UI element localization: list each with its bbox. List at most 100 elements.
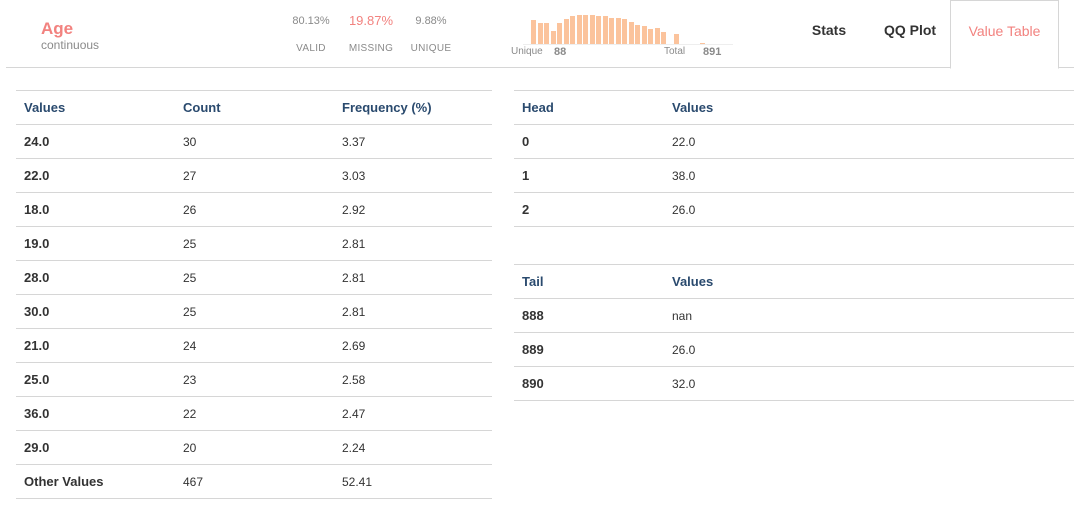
histogram-bar bbox=[583, 14, 588, 44]
histogram-bar bbox=[596, 16, 601, 44]
table-cell: 2.81 bbox=[334, 226, 492, 261]
column-header-values: Values bbox=[664, 90, 1074, 125]
table-cell: 26.0 bbox=[664, 332, 1074, 367]
table-cell: 32.0 bbox=[664, 366, 1074, 401]
value-count-table: Values Count Frequency (%) 24.0 30 3.37 22.… bbox=[16, 90, 492, 499]
table-cell: 2.81 bbox=[334, 260, 492, 295]
table-cell: 2.92 bbox=[334, 192, 492, 227]
table-cell: 27 bbox=[175, 158, 334, 193]
table-cell: 22 bbox=[175, 396, 334, 431]
histogram-bar bbox=[635, 25, 640, 44]
table-cell: 890 bbox=[514, 366, 664, 401]
unique-count-value: 88 bbox=[554, 46, 567, 58]
column-header-values: Values bbox=[664, 264, 1074, 299]
valid-stat: 80.13% VALID bbox=[281, 13, 341, 54]
table-cell: 36.0 bbox=[16, 396, 175, 431]
valid-label: VALID bbox=[296, 43, 326, 54]
table-cell: 18.0 bbox=[16, 192, 175, 227]
table-cell: 25 bbox=[175, 226, 334, 261]
table-cell: 29.0 bbox=[16, 430, 175, 465]
tab-value-table[interactable]: Value Table bbox=[950, 0, 1059, 69]
table-cell: 24 bbox=[175, 328, 334, 363]
table-header-row: Head Values bbox=[514, 90, 1074, 125]
histogram-bar bbox=[609, 17, 614, 44]
tab-qq-plot[interactable]: QQ Plot bbox=[883, 22, 937, 38]
table-cell: 38.0 bbox=[664, 158, 1074, 193]
table-cell: 22.0 bbox=[664, 124, 1074, 159]
histogram-bar bbox=[628, 22, 634, 44]
tab-stats[interactable]: Stats bbox=[811, 22, 847, 38]
histogram-bar bbox=[661, 32, 666, 44]
head-table: Head Values 0 22.0 1 38.0 2 26.0 bbox=[514, 90, 1074, 227]
unique-stat: 9.88% UNIQUE bbox=[401, 13, 461, 54]
histogram-bar bbox=[550, 30, 556, 44]
table-row: 36.0 22 2.47 bbox=[16, 396, 492, 431]
table-cell: 25 bbox=[175, 294, 334, 329]
missing-stat: 19.87% MISSING bbox=[341, 13, 401, 54]
table-cell: 28.0 bbox=[16, 260, 175, 295]
unique-count-label: Unique bbox=[511, 46, 543, 57]
column-header-count: Count bbox=[175, 90, 334, 125]
table-cell: 23 bbox=[175, 362, 334, 397]
table-row: 24.0 30 3.37 bbox=[16, 124, 492, 159]
variable-name: Age bbox=[41, 19, 74, 38]
table-header-row: Values Count Frequency (%) bbox=[16, 90, 492, 125]
histogram-bar bbox=[700, 42, 705, 44]
unique-label: UNIQUE bbox=[410, 43, 452, 54]
table-cell: 19.0 bbox=[16, 226, 175, 261]
table-row: 25.0 23 2.58 bbox=[16, 362, 492, 397]
table-cell: 889 bbox=[514, 332, 664, 367]
histogram-bar bbox=[557, 23, 562, 44]
table-cell: 20 bbox=[175, 430, 334, 465]
tail-table: Tail Values 888 nan 889 26.0 890 32.0 bbox=[514, 264, 1074, 401]
table-cell: nan bbox=[664, 298, 1074, 333]
column-header-frequency: Frequency (%) bbox=[334, 90, 492, 125]
table-row: 890 32.0 bbox=[514, 366, 1074, 401]
table-row: 29.0 20 2.24 bbox=[16, 430, 492, 465]
table-row: 18.0 26 2.92 bbox=[16, 192, 492, 227]
missing-percent: 19.87% bbox=[348, 13, 394, 28]
histogram-bar bbox=[622, 18, 627, 44]
table-cell: 0 bbox=[514, 124, 664, 159]
table-cell: 3.03 bbox=[334, 158, 492, 193]
table-cell: Other Values bbox=[16, 464, 175, 499]
table-cell: 1 bbox=[514, 158, 664, 193]
table-cell: 30.0 bbox=[16, 294, 175, 329]
histogram-bar bbox=[531, 20, 536, 44]
table-cell: 2.58 bbox=[334, 362, 492, 397]
table-cell: 25 bbox=[175, 260, 334, 295]
table-cell: 26.0 bbox=[664, 192, 1074, 227]
table-row: 30.0 25 2.81 bbox=[16, 294, 492, 329]
table-cell: 2.69 bbox=[334, 328, 492, 363]
table-cell: 24.0 bbox=[16, 124, 175, 159]
column-header-tail: Tail bbox=[514, 264, 664, 299]
table-cell: 2 bbox=[514, 192, 664, 227]
variable-type: continuous bbox=[41, 38, 100, 52]
table-cell: 2.47 bbox=[334, 396, 492, 431]
table-cell: 26 bbox=[175, 192, 334, 227]
table-cell: 25.0 bbox=[16, 362, 175, 397]
table-cell: 2.24 bbox=[334, 430, 492, 465]
mini-histogram-baseline bbox=[523, 44, 733, 45]
histogram-bar bbox=[589, 14, 595, 44]
histogram-bar bbox=[615, 17, 621, 44]
histogram-bar bbox=[544, 23, 549, 44]
table-row: 28.0 25 2.81 bbox=[16, 260, 492, 295]
missing-label: MISSING bbox=[348, 43, 394, 54]
histogram-bar bbox=[602, 16, 608, 44]
table-row: 19.0 25 2.81 bbox=[16, 226, 492, 261]
table-cell: 3.37 bbox=[334, 124, 492, 159]
table-row: 22.0 27 3.03 bbox=[16, 158, 492, 193]
histogram-bar bbox=[674, 34, 679, 44]
table-cell: 30 bbox=[175, 124, 334, 159]
table-row: 1 38.0 bbox=[514, 158, 1074, 193]
histogram-bar bbox=[537, 23, 543, 44]
table-cell: 467 bbox=[175, 464, 334, 499]
valid-percent: 80.13% bbox=[292, 15, 330, 27]
histogram-bar bbox=[648, 29, 653, 44]
histogram-bar bbox=[576, 14, 582, 44]
mini-histogram bbox=[523, 14, 733, 44]
table-cell: 888 bbox=[514, 298, 664, 333]
histogram-bar bbox=[570, 15, 575, 44]
unique-percent: 9.88% bbox=[415, 15, 447, 27]
